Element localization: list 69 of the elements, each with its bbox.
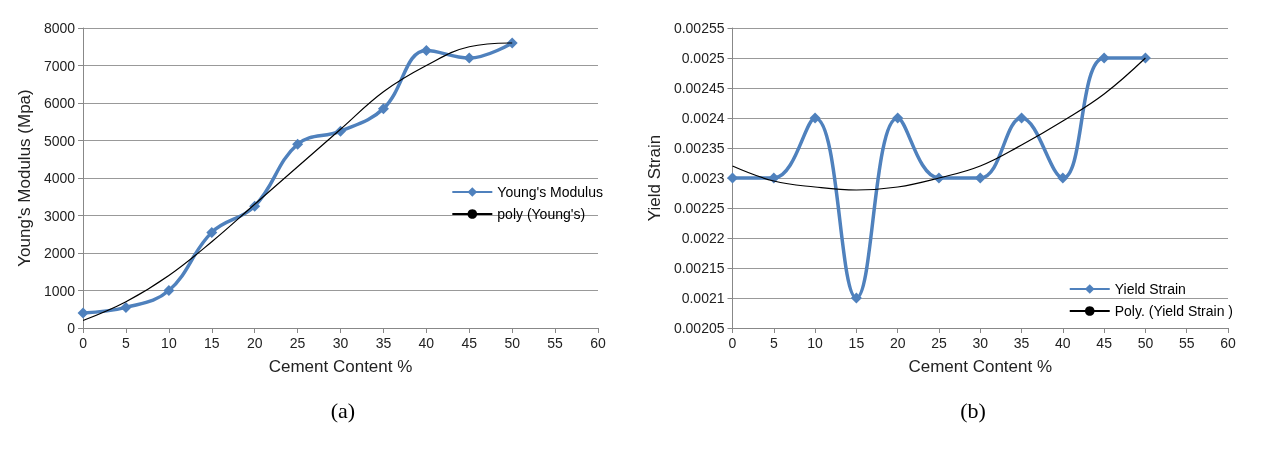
point xyxy=(850,292,862,304)
x-tick-label: 20 xyxy=(889,335,906,351)
x-tick-label: 45 xyxy=(461,335,478,351)
x-tick-label: 0 xyxy=(728,335,737,351)
point xyxy=(292,138,304,150)
y-axis-title: Yield Strain xyxy=(645,134,664,222)
point xyxy=(120,301,132,313)
x-tick-label: 50 xyxy=(1137,335,1154,351)
legend-label: Poly. (Yield Strain ) xyxy=(1114,303,1233,319)
y-tick-label: 0.0024 xyxy=(681,110,725,126)
point xyxy=(420,45,432,56)
x-tick-label: 60 xyxy=(590,335,606,351)
y-axis-title: Young's Modulus (Mpa) xyxy=(15,89,34,267)
x-tick-label: 30 xyxy=(332,335,349,351)
y-tick-label: 6000 xyxy=(43,95,76,111)
y-tick-label: 0.00255 xyxy=(673,20,725,36)
y-tick-label: 0.00235 xyxy=(673,140,725,156)
y-tick-label: 7000 xyxy=(43,57,76,74)
x-tick-label: 55 xyxy=(1178,335,1195,351)
x-tick-label: 40 xyxy=(1055,335,1071,351)
x-tick-label: 60 xyxy=(1220,335,1236,351)
y-tick-label: 4000 xyxy=(43,170,76,186)
legend-label: poly (Young's) xyxy=(497,206,586,222)
legend-label: Young's Modulus xyxy=(497,184,604,200)
x-tick-label: 30 xyxy=(972,335,989,351)
x-tick-label: 25 xyxy=(289,335,306,351)
x-tick-label: 35 xyxy=(1013,335,1030,351)
point xyxy=(377,103,389,115)
x-tick-label: 5 xyxy=(769,335,778,351)
legend-label: Yield Strain xyxy=(1114,281,1186,297)
x-tick-label: 15 xyxy=(848,335,865,351)
x-axis-title: Cement Content % xyxy=(268,357,413,376)
y-tick-label: 5000 xyxy=(43,132,76,149)
y-tick-label: 0.00205 xyxy=(673,320,725,336)
x-tick-label: 0 xyxy=(79,335,88,351)
point xyxy=(892,112,904,124)
point xyxy=(809,112,821,124)
point xyxy=(1016,112,1028,124)
x-tick-label: 20 xyxy=(246,335,263,351)
point xyxy=(163,285,175,296)
y-tick-label: 0 xyxy=(67,320,76,336)
y-tick-label: 0.0022 xyxy=(681,230,725,246)
x-tick-label: 15 xyxy=(203,335,220,351)
y-tick-label: 0.0023 xyxy=(681,170,725,186)
x-tick-label: 10 xyxy=(807,335,824,351)
text: (b) xyxy=(959,398,987,424)
y-tick-label: 8000 xyxy=(43,20,76,36)
y-tick-label: 0.00225 xyxy=(673,200,725,216)
x-axis-title: Cement Content % xyxy=(908,357,1053,376)
x-tick-label: 50 xyxy=(504,335,521,351)
text: (a) xyxy=(329,398,357,424)
x-tick-label: 35 xyxy=(375,335,392,351)
y-tick-label: 1000 xyxy=(43,282,76,299)
y-tick-label: 2000 xyxy=(43,245,76,261)
point xyxy=(1057,172,1069,184)
y-tick-label: 3000 xyxy=(43,207,76,224)
point xyxy=(77,307,89,319)
y-tick-label: 0.0021 xyxy=(681,290,725,306)
x-tick-label: 25 xyxy=(931,335,947,351)
x-tick-label: 5 xyxy=(122,335,131,351)
point xyxy=(1098,52,1110,64)
y-tick-label: 0.00215 xyxy=(673,260,725,276)
y-tick-label: 0.0025 xyxy=(681,50,725,66)
x-tick-label: 10 xyxy=(161,335,177,351)
x-tick-label: 45 xyxy=(1096,335,1113,351)
y-tick-label: 0.00245 xyxy=(673,80,725,96)
point xyxy=(206,226,218,238)
x-tick-label: 55 xyxy=(547,335,564,351)
x-tick-label: 40 xyxy=(418,335,435,351)
